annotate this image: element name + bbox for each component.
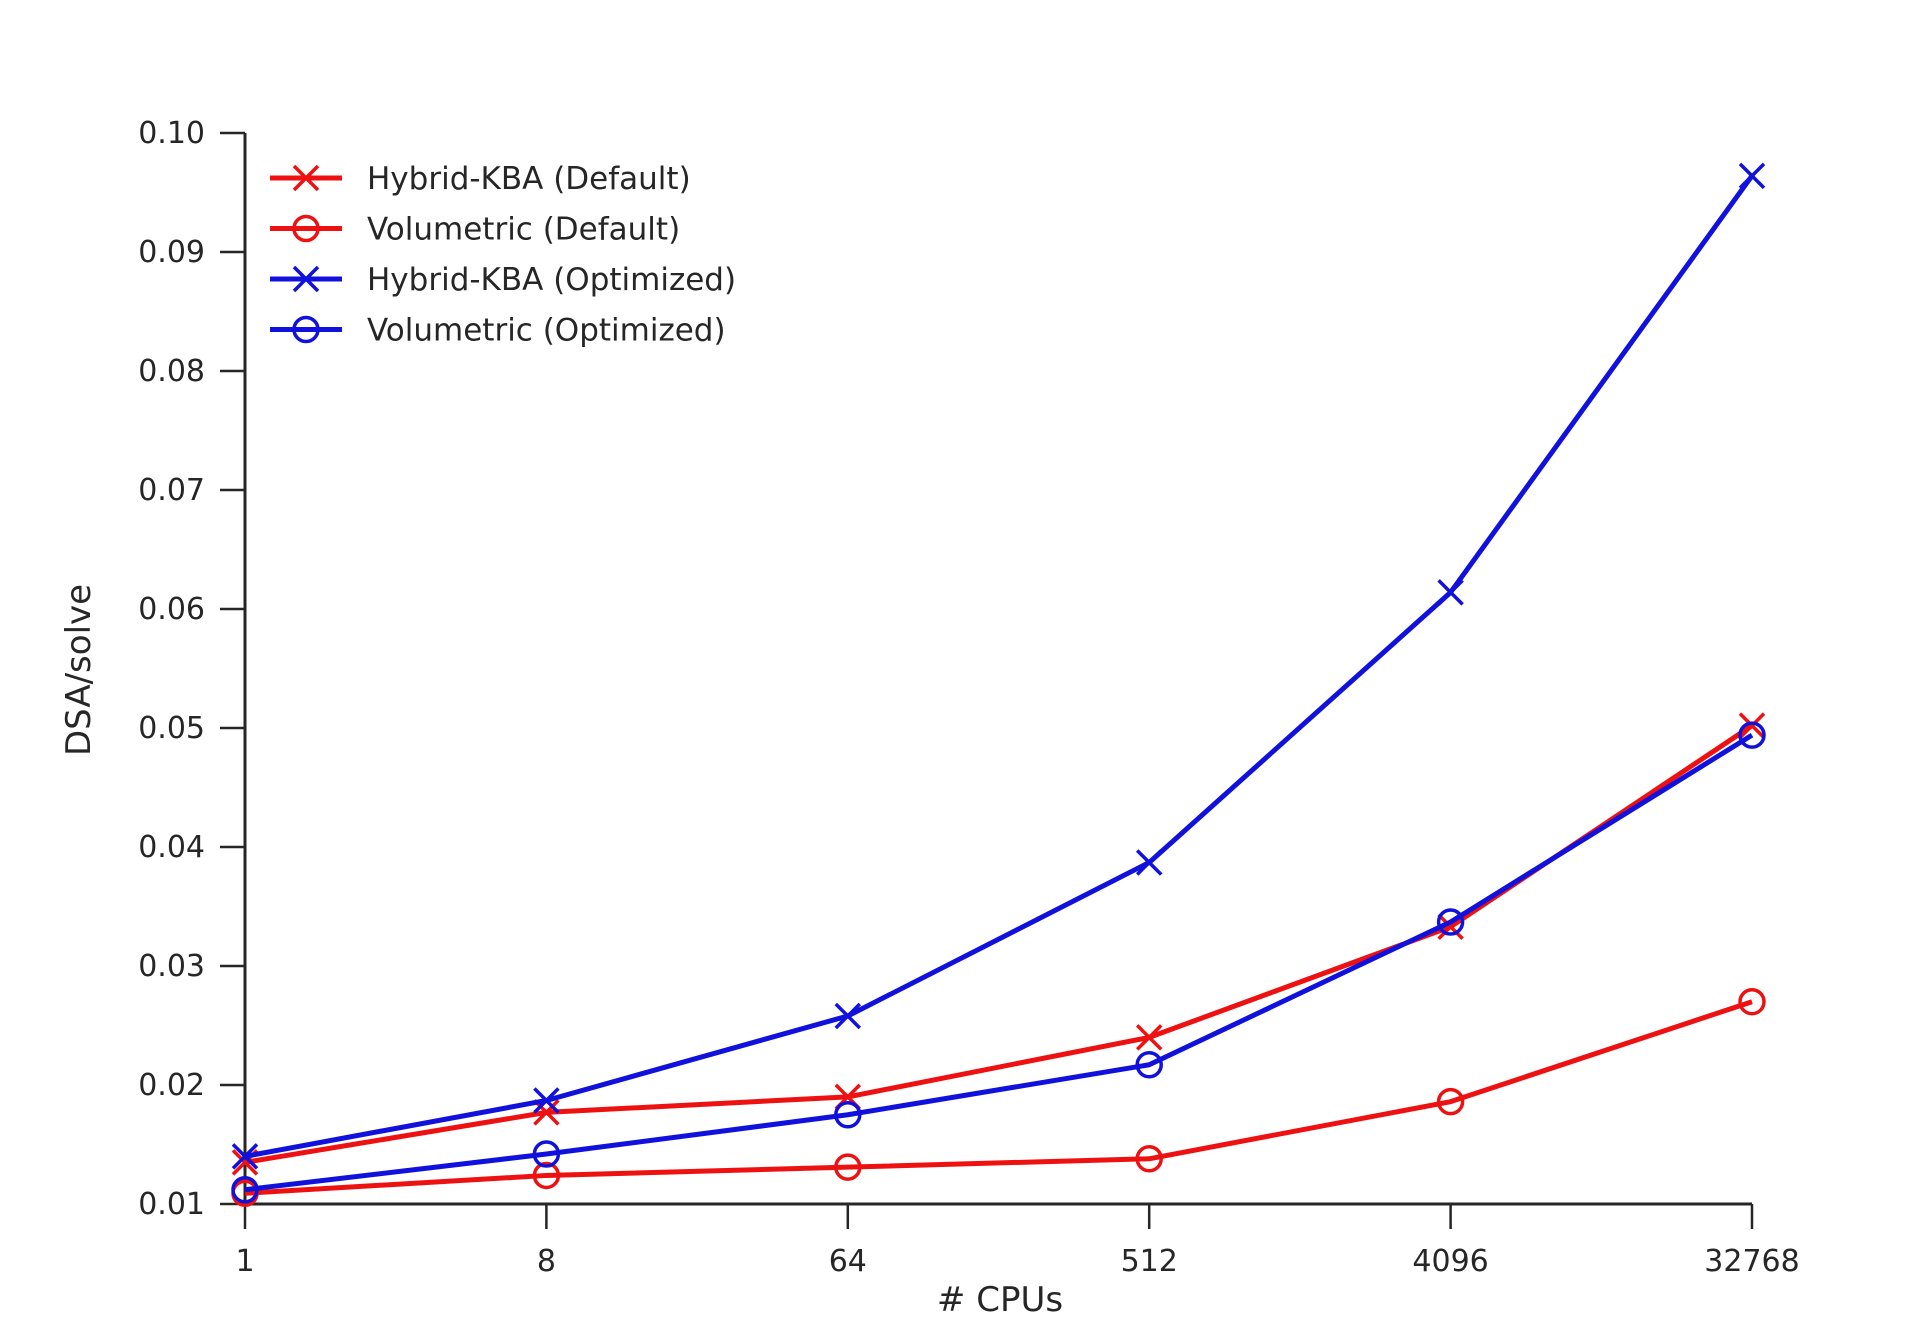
data-point (532, 1161, 561, 1190)
series-line (244, 723, 1754, 1165)
x-tick-label: 512 (1121, 1244, 1178, 1279)
series-line (244, 733, 1754, 1193)
legend-entry: Volumetric (Default) (270, 212, 680, 248)
y-tick-label: 0.05 (138, 711, 205, 746)
legend-entry: Hybrid-KBA (Default) (270, 161, 691, 197)
y-tick-label: 0.06 (138, 592, 205, 627)
y-tick-label: 0.03 (138, 949, 205, 984)
data-point (834, 1153, 862, 1181)
marker-stroke (1135, 849, 1163, 876)
data-point (1135, 1145, 1163, 1173)
marker-stroke (533, 1099, 560, 1126)
series-line (244, 174, 1755, 1159)
data-point (533, 1087, 560, 1114)
legend-label: Volumetric (Default) (367, 212, 680, 248)
y-tick-label: 0.01 (138, 1187, 205, 1222)
legend-marker (292, 265, 320, 293)
data-point (1436, 908, 1465, 936)
x-tick-label: 8 (537, 1244, 556, 1279)
legend-marker (292, 315, 320, 344)
series-line (244, 999, 1753, 1196)
data-point (532, 1140, 561, 1168)
x-tick-label: 32768 (1704, 1244, 1799, 1279)
series-3 (231, 162, 1766, 1170)
axes: 0.01 0.02 0.03 0.04 0.05 0.06 0.07 0.08 0.09 0.10… (138, 116, 1800, 1279)
x-axis-title: # CPUs (937, 1280, 1063, 1320)
series-1 (231, 712, 1766, 1176)
marker-stroke (834, 1002, 862, 1030)
y-tick-label: 0.04 (138, 830, 205, 865)
x-tick-label: 4096 (1412, 1244, 1488, 1279)
y-tick-label: 0.09 (138, 235, 205, 270)
data-point (1135, 849, 1163, 876)
marker-stroke (292, 164, 320, 192)
data-point (231, 1143, 259, 1170)
series-4 (231, 721, 1766, 1204)
marker-stroke (1738, 712, 1766, 739)
data-point (1135, 1024, 1163, 1051)
y-tick-label: 0.08 (138, 354, 205, 389)
marker-stroke (533, 1087, 560, 1114)
data-point (834, 1101, 862, 1129)
marker-stroke (1738, 162, 1766, 190)
marker-stroke (1437, 579, 1464, 606)
data-point (1437, 579, 1464, 606)
x-tick-label: 1 (235, 1244, 254, 1279)
data-point (834, 1002, 862, 1030)
data-point (1738, 721, 1766, 749)
legend-marker (292, 214, 320, 243)
legend: Hybrid-KBA (Default) Volumetric (Default)… (270, 161, 736, 349)
series-layer (231, 162, 1766, 1208)
legend-entry: Hybrid-KBA (Optimized) (270, 262, 736, 298)
data-point (1738, 987, 1766, 1016)
y-tick-label: 0.07 (138, 473, 205, 508)
x-tick-label: 64 (829, 1244, 867, 1279)
y-tick-label: 0.10 (138, 116, 205, 151)
marker-stroke (292, 265, 320, 293)
legend-marker (292, 164, 320, 192)
legend-entry: Volumetric (Optimized) (270, 313, 726, 349)
legend-label: Hybrid-KBA (Optimized) (367, 262, 736, 298)
legend-label: Volumetric (Optimized) (367, 313, 726, 349)
y-axis-title: DSA/solve (59, 584, 99, 756)
data-point (1135, 1051, 1163, 1079)
series-2 (231, 987, 1766, 1208)
legend-label: Hybrid-KBA (Default) (367, 161, 691, 197)
data-point (231, 1175, 259, 1204)
data-point (1436, 1087, 1465, 1116)
marker-stroke (231, 1143, 259, 1170)
y-tick-label: 0.02 (138, 1068, 205, 1103)
marker-stroke (1135, 1024, 1163, 1051)
data-point (1738, 712, 1766, 739)
data-point (1738, 162, 1766, 190)
